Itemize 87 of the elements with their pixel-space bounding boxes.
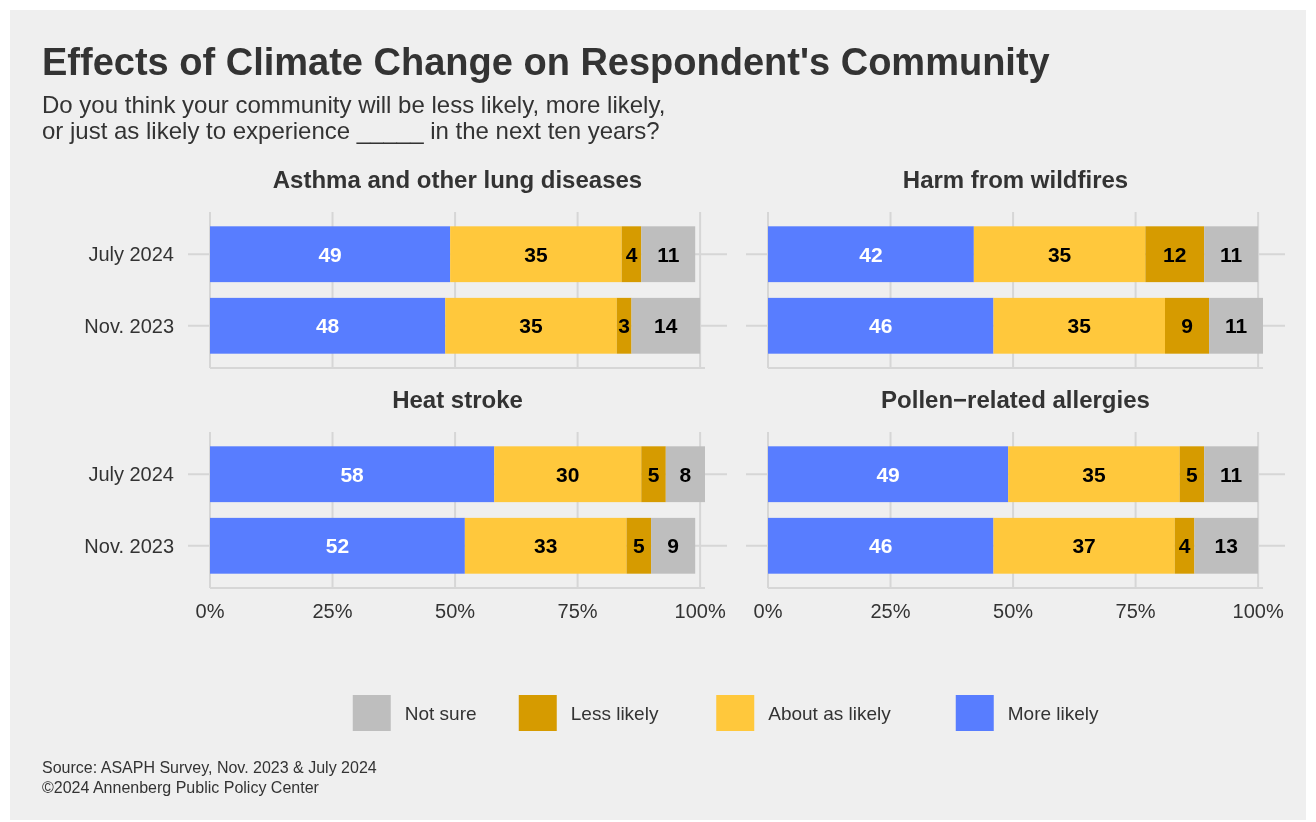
x-tick-label: 25% <box>870 600 911 622</box>
bar <box>665 446 705 503</box>
data-label: 42 <box>859 242 883 266</box>
data-label: 5 <box>632 534 645 558</box>
data-label: 49 <box>318 242 342 266</box>
data-label: 35 <box>519 314 544 338</box>
data-label: 11 <box>1220 242 1243 266</box>
x-tick-label: 0% <box>753 600 783 622</box>
data-label: 35 <box>1082 462 1106 486</box>
chart-title: Asthma and other lung diseases <box>272 166 643 193</box>
legend-label: Less likely <box>570 702 659 724</box>
text: ©2024 Annenberg Public Policy Center <box>42 779 320 796</box>
data-label: 11 <box>657 242 680 266</box>
bar <box>768 446 1009 503</box>
chart-title: Heat stroke <box>392 386 523 413</box>
bar <box>210 446 495 503</box>
data-label: 35 <box>524 242 548 266</box>
bar <box>768 226 974 283</box>
bar <box>631 297 701 354</box>
data-label: 58 <box>340 462 365 486</box>
y-tick-label: Nov. 2023 <box>84 534 174 557</box>
legend-label: About as likely <box>768 702 892 724</box>
data-label: 46 <box>869 534 893 558</box>
bar <box>450 226 622 283</box>
data-label: 12 <box>1163 242 1187 266</box>
x-tick-label: 0% <box>195 600 225 622</box>
data-label: 49 <box>876 462 900 486</box>
bar <box>1164 297 1210 354</box>
data-label: 9 <box>1181 314 1193 338</box>
bar <box>993 297 1165 354</box>
x-tick-label: 75% <box>1115 600 1156 622</box>
data-label: 48 <box>315 314 340 338</box>
data-label: 11 <box>1224 314 1248 338</box>
data-label: 4 <box>625 242 638 266</box>
data-label: 35 <box>1067 314 1092 338</box>
data-label: 13 <box>1214 534 1238 558</box>
text: Effects of Climate Change on Respondent's Community <box>42 41 1050 83</box>
bar <box>641 226 696 283</box>
bar <box>494 446 642 503</box>
bar <box>1209 297 1263 354</box>
chart-title: Harm from wildfires <box>902 166 1129 193</box>
bar <box>1194 517 1259 574</box>
data-label: 9 <box>667 534 679 558</box>
bar <box>1008 446 1180 503</box>
data-label: 52 <box>325 534 350 558</box>
data-label: 8 <box>679 462 692 486</box>
y-tick-label: July 2024 <box>88 463 174 486</box>
bar <box>1145 226 1205 283</box>
bar <box>445 297 617 354</box>
y-tick-label: Nov. 2023 <box>84 314 174 337</box>
data-label: 30 <box>556 462 580 486</box>
data-label: 35 <box>1047 242 1072 266</box>
bar <box>768 297 994 354</box>
bar <box>626 517 652 574</box>
bar <box>993 517 1175 574</box>
bar <box>210 226 451 283</box>
y-tick-label: July 2024 <box>88 243 174 266</box>
data-label: 3 <box>618 314 630 338</box>
x-tick-label: 100% <box>674 600 726 622</box>
legend-label: Not sure <box>404 702 477 724</box>
x-tick-label: 100% <box>1232 600 1284 622</box>
bar <box>210 297 446 354</box>
legend-label: More likely <box>1007 702 1100 724</box>
data-label: 37 <box>1072 534 1096 558</box>
data-label: 46 <box>869 314 893 338</box>
bar <box>210 517 465 574</box>
text: Do you think your community will be less likely, more likely, or just as likely to experience _____ in the next ten years? <box>42 91 666 144</box>
bar <box>973 226 1146 283</box>
x-tick-label: 50% <box>435 600 476 622</box>
bar <box>1179 446 1205 503</box>
data-label: 5 <box>647 462 660 486</box>
data-label: 33 <box>534 534 558 558</box>
chart-title: Pollen−related allergies <box>881 386 1150 413</box>
bar <box>464 517 627 574</box>
data-label: 5 <box>1186 462 1199 486</box>
bar <box>1204 446 1259 503</box>
x-tick-label: 25% <box>312 600 353 622</box>
bar <box>651 517 696 574</box>
bar <box>1204 226 1259 283</box>
data-label: 14 <box>654 314 678 338</box>
bar <box>768 517 994 574</box>
data-label: 11 <box>1220 462 1243 486</box>
x-tick-label: 50% <box>993 600 1034 622</box>
x-tick-label: 75% <box>557 600 598 622</box>
data-label: 4 <box>1178 534 1191 558</box>
source-note: Source: ASAPH Survey, Nov. 2023 & July 2024 <box>42 759 377 776</box>
bar <box>641 446 666 503</box>
